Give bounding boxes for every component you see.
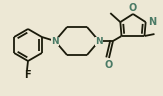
- Text: N: N: [95, 36, 103, 46]
- Text: N: N: [148, 17, 156, 27]
- Text: O: O: [105, 60, 113, 70]
- Text: O: O: [129, 3, 137, 13]
- Text: N: N: [51, 36, 59, 46]
- Text: F: F: [24, 70, 30, 80]
